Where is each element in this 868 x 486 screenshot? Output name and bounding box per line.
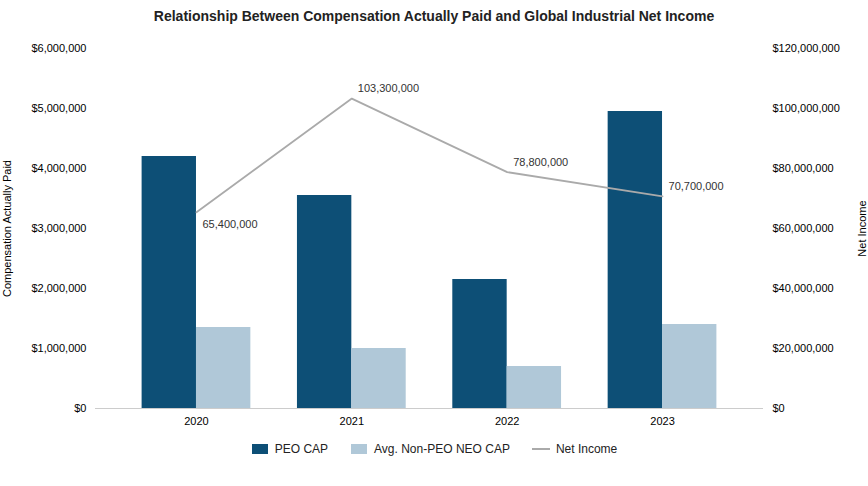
svg-text:2022: 2022: [495, 415, 519, 427]
svg-text:$0: $0: [74, 402, 86, 414]
svg-text:65,400,000: 65,400,000: [202, 218, 257, 230]
html-text:Net Income: Net Income: [555, 442, 618, 456]
svg-text:$1,000,000: $1,000,000: [31, 342, 86, 354]
html-text:PEO CAP: PEO CAP: [274, 442, 329, 456]
svg-text:103,300,000: 103,300,000: [358, 82, 419, 94]
svg-text:$3,000,000: $3,000,000: [31, 222, 86, 234]
html-text:Relationship Between Compensat: Relationship Between Compensation Actual…: [153, 8, 715, 24]
svg-text:70,700,000: 70,700,000: [669, 180, 724, 192]
svg-text:$2,000,000: $2,000,000: [31, 282, 86, 294]
svg-text:$60,000,000: $60,000,000: [773, 222, 834, 234]
svg-text:2023: 2023: [650, 415, 674, 427]
svg-text:$6,000,000: $6,000,000: [31, 42, 86, 54]
svg-text:$120,000,000: $120,000,000: [773, 42, 840, 54]
svg-text:$40,000,000: $40,000,000: [773, 282, 834, 294]
svg-text:Compensation Actually Paid: Compensation Actually Paid: [1, 160, 13, 297]
svg-text:Net Income: Net Income: [856, 200, 868, 256]
svg-text:2021: 2021: [340, 415, 364, 427]
svg-text:$100,000,000: $100,000,000: [773, 102, 840, 114]
svg-text:$4,000,000: $4,000,000: [31, 162, 86, 174]
svg-text:$20,000,000: $20,000,000: [773, 342, 834, 354]
svg-text:$0: $0: [773, 402, 785, 414]
svg-text:$80,000,000: $80,000,000: [773, 162, 834, 174]
html-text:Avg. Non-PEO NEO CAP: Avg. Non-PEO NEO CAP: [374, 442, 510, 456]
svg-text:2020: 2020: [184, 415, 208, 427]
svg-text:$5,000,000: $5,000,000: [31, 102, 86, 114]
svg-text:78,800,000: 78,800,000: [513, 156, 568, 168]
